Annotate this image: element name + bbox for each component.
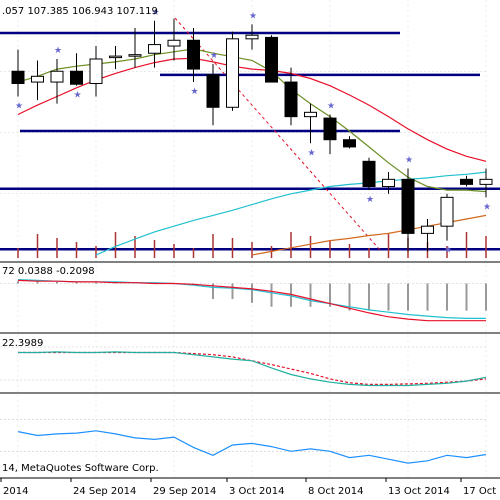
candle-body bbox=[323, 117, 337, 141]
candle-body bbox=[128, 54, 142, 57]
time-tick-label: 17 Oct 2014 bbox=[463, 486, 500, 497]
candle-body bbox=[50, 70, 64, 83]
stochastic-panel[interactable]: 22.3989 bbox=[0, 338, 488, 387]
candle-body bbox=[343, 139, 356, 148]
candle-body bbox=[245, 34, 259, 40]
candle-body bbox=[362, 160, 376, 188]
time-tick-label: 3 Oct 2014 bbox=[229, 486, 284, 497]
time-tick-label: 13 Oct 2014 bbox=[388, 486, 450, 497]
stochastic-readout: 22.3989 bbox=[2, 338, 43, 349]
fractal-down-marker: ★ bbox=[15, 101, 23, 111]
candle-body bbox=[31, 75, 44, 83]
time-tick-label: 8 Oct 2014 bbox=[308, 486, 363, 497]
fractal-up-marker: ★ bbox=[327, 101, 335, 111]
time-axis: 2014 24 Sep 2014 29 Sep 2014 3 Oct 2014 8 Oc… bbox=[0, 478, 500, 497]
fractal-markers: ★ ★ ★ ★ ★ ★ ★ ★ ★ ★ ★ ★ ★ bbox=[15, 8, 491, 256]
fractal-down-marker: ★ bbox=[366, 195, 374, 205]
fractal-up-marker: ★ bbox=[210, 51, 218, 61]
candle-body bbox=[206, 74, 220, 108]
candle-body bbox=[479, 178, 493, 185]
fractal-down-marker: ★ bbox=[308, 148, 316, 158]
fractal-down-marker: ★ bbox=[191, 87, 199, 97]
ma-cyan-line bbox=[95, 171, 487, 256]
candle-body bbox=[421, 225, 434, 234]
candle-body bbox=[284, 81, 298, 118]
candle-body bbox=[148, 44, 161, 54]
candle-body bbox=[70, 70, 83, 85]
candlesticks[interactable] bbox=[11, 18, 493, 252]
fractal-up-marker: ★ bbox=[405, 156, 413, 166]
ohlc-readout: .057 107.385 106.943 107.119 bbox=[2, 6, 158, 17]
fractal-up-marker: ★ bbox=[54, 46, 62, 56]
fractal-down-marker: ★ bbox=[444, 246, 452, 256]
stochastic-grid bbox=[0, 346, 488, 381]
candle-body bbox=[11, 70, 25, 84]
macd-readout: 72 0.0388 -0.2098 bbox=[2, 266, 95, 277]
macd-lines bbox=[17, 279, 486, 322]
stochastic-signal-line bbox=[18, 351, 487, 385]
candle-body bbox=[382, 178, 395, 188]
copyright-text: 14, MetaQuotes Software Corp. bbox=[2, 463, 159, 474]
time-tick-label: 24 Sep 2014 bbox=[73, 486, 136, 497]
oscillator-line bbox=[17, 430, 487, 464]
macd-panel[interactable]: 72 0.0388 -0.2098 bbox=[0, 266, 488, 322]
stochastic-lines bbox=[18, 351, 487, 387]
candle-body bbox=[89, 58, 103, 84]
fractal-down-marker: ★ bbox=[483, 202, 491, 212]
fractal-down-marker: ★ bbox=[74, 91, 82, 101]
oscillator-grid bbox=[0, 419, 488, 452]
macd-histogram bbox=[17, 281, 487, 311]
stochastic-main-line bbox=[18, 351, 487, 387]
candle-body bbox=[167, 39, 181, 47]
candle-body bbox=[460, 178, 473, 185]
candle-body bbox=[226, 38, 239, 108]
main-price-panel[interactable]: ★ ★ ★ ★ ★ ★ ★ ★ ★ ★ ★ ★ ★ .057 107.385 106.943 107.1… bbox=[0, 0, 500, 478]
fractal-up-marker: ★ bbox=[249, 11, 257, 21]
candle-body bbox=[440, 196, 454, 227]
fractal-up-marker: ★ bbox=[152, 8, 160, 18]
candle-body bbox=[304, 111, 317, 118]
oscillator-line bbox=[17, 430, 487, 464]
candle-body bbox=[401, 178, 415, 234]
oscillator-panel[interactable]: 14, MetaQuotes Software Corp. bbox=[0, 419, 488, 474]
macd-main-line bbox=[17, 279, 486, 322]
candle-body bbox=[265, 36, 278, 83]
time-tick-label: 29 Sep 2014 bbox=[153, 486, 216, 497]
candle-body bbox=[187, 39, 200, 70]
candle-body bbox=[109, 55, 122, 59]
time-tick-label: 2014 bbox=[3, 486, 28, 497]
